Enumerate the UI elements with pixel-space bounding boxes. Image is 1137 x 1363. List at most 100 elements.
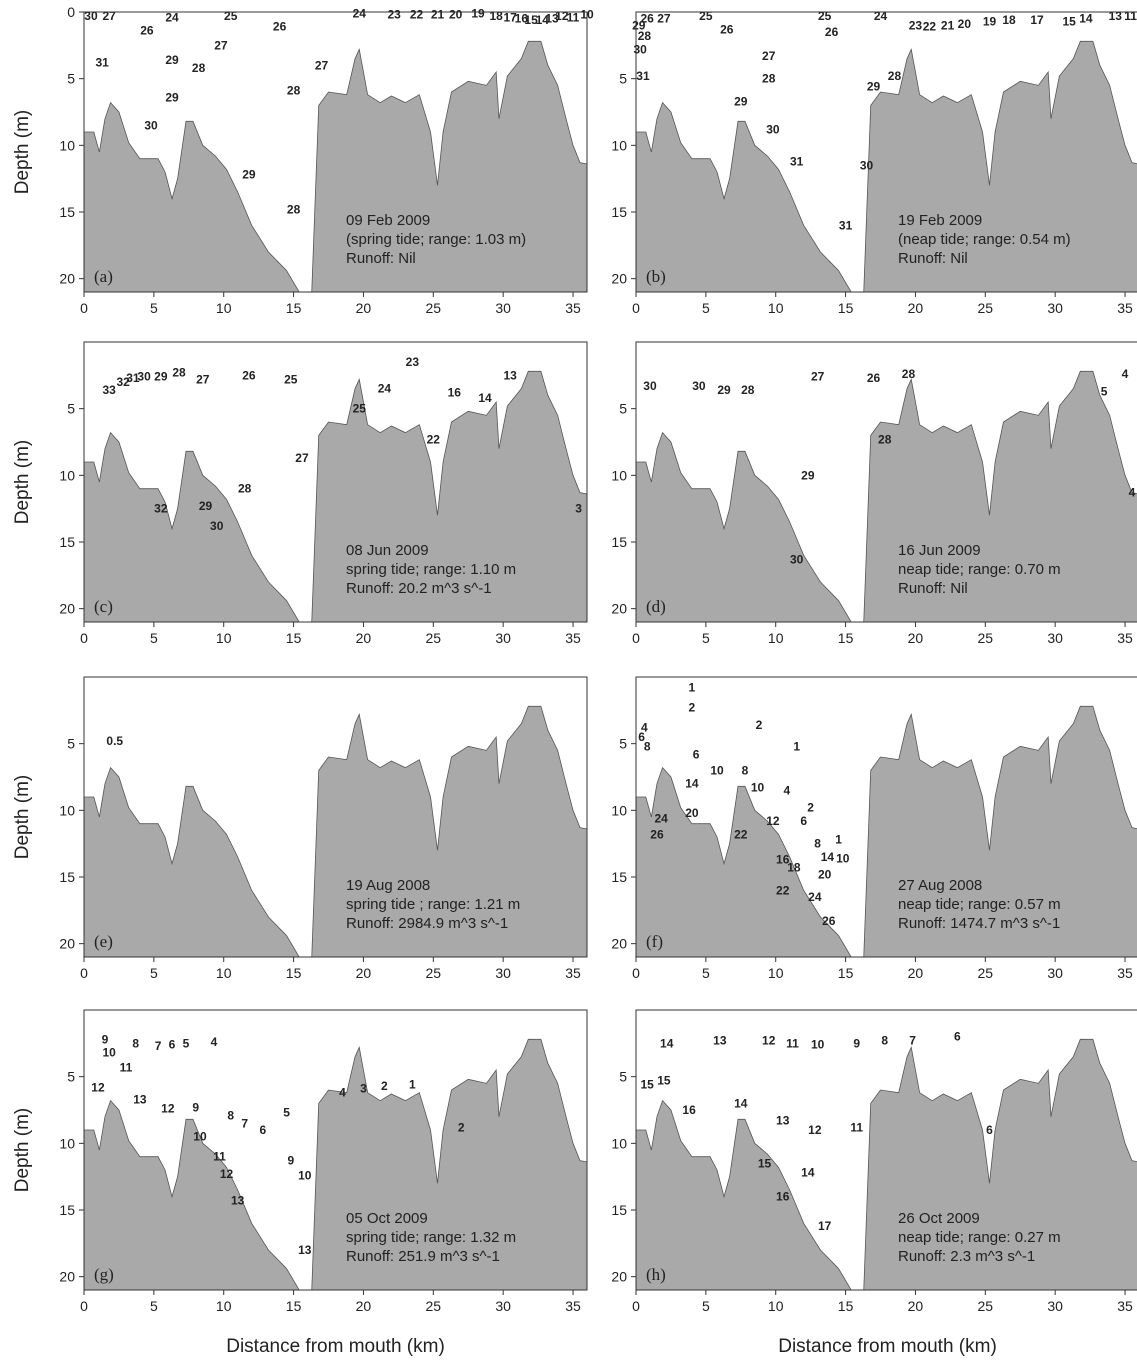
panel-info-line: Runoff: Nil [346, 250, 416, 267]
x-tick-label: 5 [702, 1298, 710, 1314]
y-tick-label: 20 [59, 601, 75, 617]
contour-label: 2 [807, 801, 814, 815]
y-tick-label: 10 [59, 1135, 75, 1151]
seabed-profile [83, 705, 588, 958]
x-tick-label: 10 [216, 1298, 232, 1314]
contour-label: 8 [814, 837, 821, 851]
contour-label: 6 [169, 1038, 176, 1052]
panel-letter: (e) [94, 932, 113, 951]
x-tick-label: 10 [216, 300, 232, 316]
panel-letter: (c) [94, 597, 113, 616]
contour-label: 27 [762, 49, 776, 63]
contour-label: 28 [172, 366, 186, 380]
contour-label: 9 [102, 1032, 109, 1046]
x-tick-label: 20 [356, 630, 372, 646]
panel-info-line: Runoff: 1474.7 m^3 s^-1 [898, 915, 1060, 932]
panel-info-line: Runoff: 251.9 m^3 s^-1 [346, 1248, 500, 1265]
contour-label: 27 [102, 9, 116, 23]
contour-label: 5 [183, 1036, 190, 1050]
contour-label: 20 [818, 867, 832, 881]
contour-label: 26 [825, 25, 839, 39]
x-tick-label: 15 [838, 965, 854, 981]
contour-label: 13 [133, 1092, 147, 1106]
y-tick-label: 10 [611, 1135, 627, 1151]
x-tick-label: 35 [1117, 965, 1133, 981]
contour-label: 25 [353, 402, 367, 416]
x-tick-label: 20 [908, 300, 924, 316]
x-tick-label: 10 [768, 300, 784, 316]
contour-label: 15 [1062, 14, 1076, 28]
contour-label: 27 [657, 12, 671, 26]
contour-label: 30 [210, 519, 224, 533]
contour-label: 26 [822, 914, 836, 928]
contour-label: 27 [295, 451, 309, 465]
x-tick-label: 5 [150, 1298, 158, 1314]
x-tick-label: 15 [286, 1298, 302, 1314]
x-tick-label: 15 [838, 630, 854, 646]
contour-label: 24 [353, 6, 367, 20]
x-tick-label: 15 [286, 630, 302, 646]
contour-label: 10 [193, 1130, 207, 1144]
contour-label: 6 [638, 730, 645, 744]
contour-label: 32 [116, 375, 130, 389]
x-tick-label: 15 [286, 965, 302, 981]
contour-label: 29 [154, 370, 168, 384]
contour-label: 25 [284, 372, 298, 386]
contour-label: 18 [1002, 13, 1016, 27]
contour-label: 14 [734, 1096, 748, 1110]
contour-label: 30 [137, 370, 151, 384]
contour-label: 11 [213, 1150, 226, 1164]
x-tick-label: 30 [1047, 965, 1063, 981]
contour-label: 19 [983, 14, 997, 28]
contour-label: 28 [192, 61, 206, 75]
panel-info-line: 09 Feb 2009 [346, 212, 430, 229]
contour-label: 10 [836, 851, 850, 865]
contour-label: 13 [713, 1034, 727, 1048]
x-tick-label: 10 [216, 630, 232, 646]
panel-info-line: 26 Oct 2009 [898, 1210, 980, 1227]
y-axis-title: Depth (m) [12, 775, 33, 859]
contour-label: 25 [224, 9, 238, 23]
contour-label: 30 [634, 42, 648, 56]
contour-label: 12 [766, 814, 780, 828]
panel-info-line: Runoff: 20.2 m^3 s^-1 [346, 580, 492, 597]
x-tick-label: 10 [768, 965, 784, 981]
y-tick-label: 20 [59, 1269, 75, 1285]
contour-label: 30 [766, 122, 780, 136]
contour-label: 22 [427, 432, 441, 446]
contour-label: 4 [1129, 486, 1136, 500]
x-tick-label: 5 [150, 630, 158, 646]
contour-label: 28 [902, 367, 916, 381]
contour-label: 12 [161, 1102, 175, 1116]
contour-label: 31 [790, 154, 804, 168]
contour-label: 4 [1122, 367, 1129, 381]
contour-label: 30 [790, 552, 804, 566]
contour-label: 25 [818, 9, 832, 23]
x-tick-label: 30 [1047, 300, 1063, 316]
contour-label: 10 [102, 1046, 116, 1060]
contour-label: 17 [1030, 13, 1044, 27]
contour-label: 15 [657, 1074, 671, 1088]
x-tick-label: 0 [632, 1298, 640, 1314]
contour-label: 26 [140, 24, 154, 38]
contour-label: 2 [756, 718, 763, 732]
contour-label: 12 [91, 1080, 105, 1094]
plot-frame [635, 1009, 1137, 1291]
y-tick-label: 10 [59, 137, 75, 153]
contour-label: 28 [287, 84, 301, 98]
y-tick-label: 5 [67, 1069, 75, 1085]
contour-label: 31 [636, 69, 650, 83]
plot-frame [83, 341, 588, 623]
contour-label: 11 [850, 1120, 863, 1134]
x-tick-label: 25 [978, 300, 994, 316]
y-tick-label: 15 [59, 1202, 75, 1218]
x-tick-label: 15 [838, 300, 854, 316]
contour-label: 21 [431, 8, 445, 22]
panel-letter: (a) [94, 267, 113, 286]
contour-label: 9 [287, 1154, 294, 1168]
contour-label: 29 [199, 499, 213, 513]
contour-label: 7 [909, 1034, 916, 1048]
